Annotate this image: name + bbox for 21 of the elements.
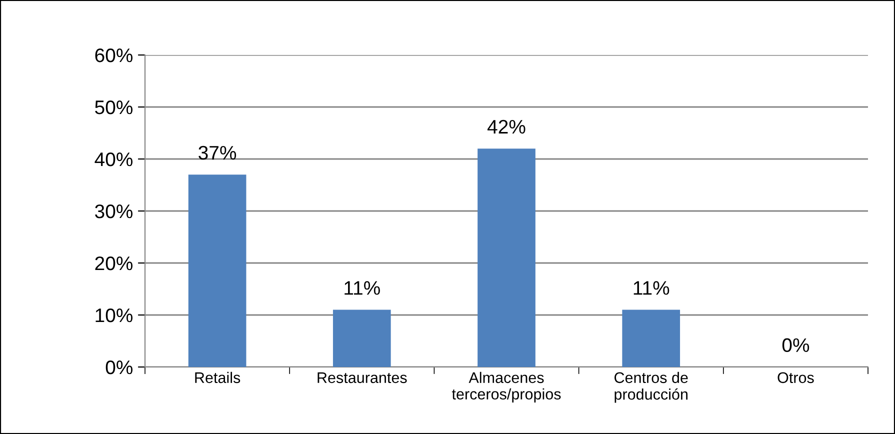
x-tick-label: Almacenes terceros/propios	[452, 372, 561, 403]
x-tick-label: Restaurantes	[318, 372, 407, 384]
y-tick-label: 10%	[96, 308, 133, 322]
data-label: 11%	[344, 281, 380, 295]
bar	[478, 148, 536, 367]
x-tick-label: Centros de producción	[614, 372, 688, 403]
bar	[188, 174, 246, 367]
y-tick-label: 30%	[95, 204, 133, 218]
y-tick-label: 50%	[95, 100, 133, 114]
x-tick-label: Otros	[778, 372, 814, 384]
bar	[622, 310, 680, 367]
data-label: 11%	[634, 281, 670, 295]
bar	[332, 310, 391, 367]
data-label: 37%	[198, 146, 236, 160]
data-label: 0%	[782, 338, 810, 352]
data-label: 42%	[487, 120, 526, 134]
x-tick-label: Retails	[195, 372, 240, 384]
y-tick-label: 60%	[95, 48, 133, 62]
y-tick-label: 20%	[95, 256, 133, 270]
y-tick-label: 0%	[106, 360, 133, 374]
y-tick-label: 40%	[94, 152, 133, 166]
